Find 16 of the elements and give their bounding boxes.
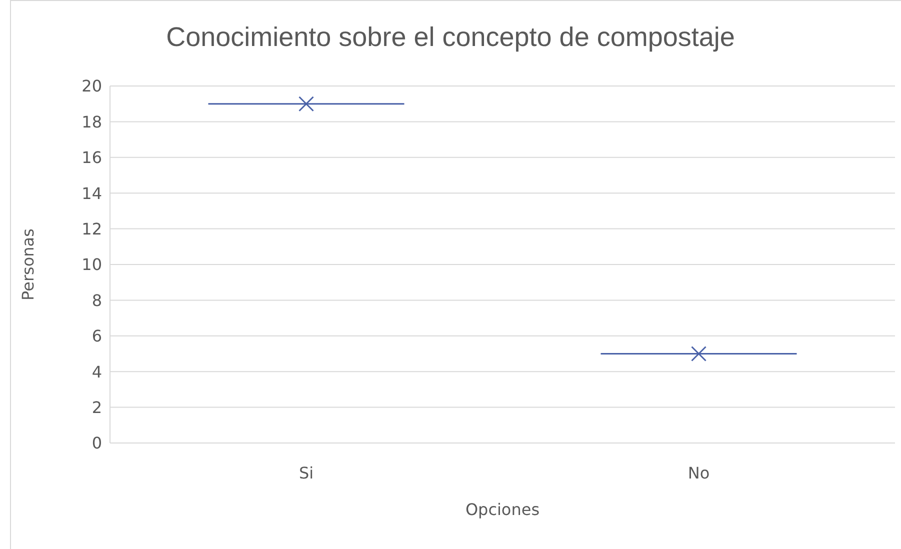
y-tick-label: 2 <box>92 398 102 417</box>
chart-title: Conocimiento sobre el concepto de compostaje <box>165 22 736 53</box>
y-tick-label: 4 <box>92 362 102 382</box>
y-tick-label: 8 <box>92 290 102 310</box>
x-axis-title: Opciones <box>465 500 540 519</box>
x-tick-label: Si <box>298 463 314 482</box>
y-tick-label: 20 <box>82 76 102 96</box>
y-tick-label: 16 <box>82 148 102 168</box>
y-tick-label: 18 <box>82 112 102 132</box>
y-tick-label: 0 <box>92 434 102 453</box>
x-tick-label: No <box>688 463 710 482</box>
y-tick-label: 12 <box>82 219 102 238</box>
y-axis-title: Personas <box>18 228 38 300</box>
y-tick-label: 14 <box>82 184 102 203</box>
y-tick-label: 6 <box>92 326 102 346</box>
y-tick-label: 10 <box>82 255 102 274</box>
